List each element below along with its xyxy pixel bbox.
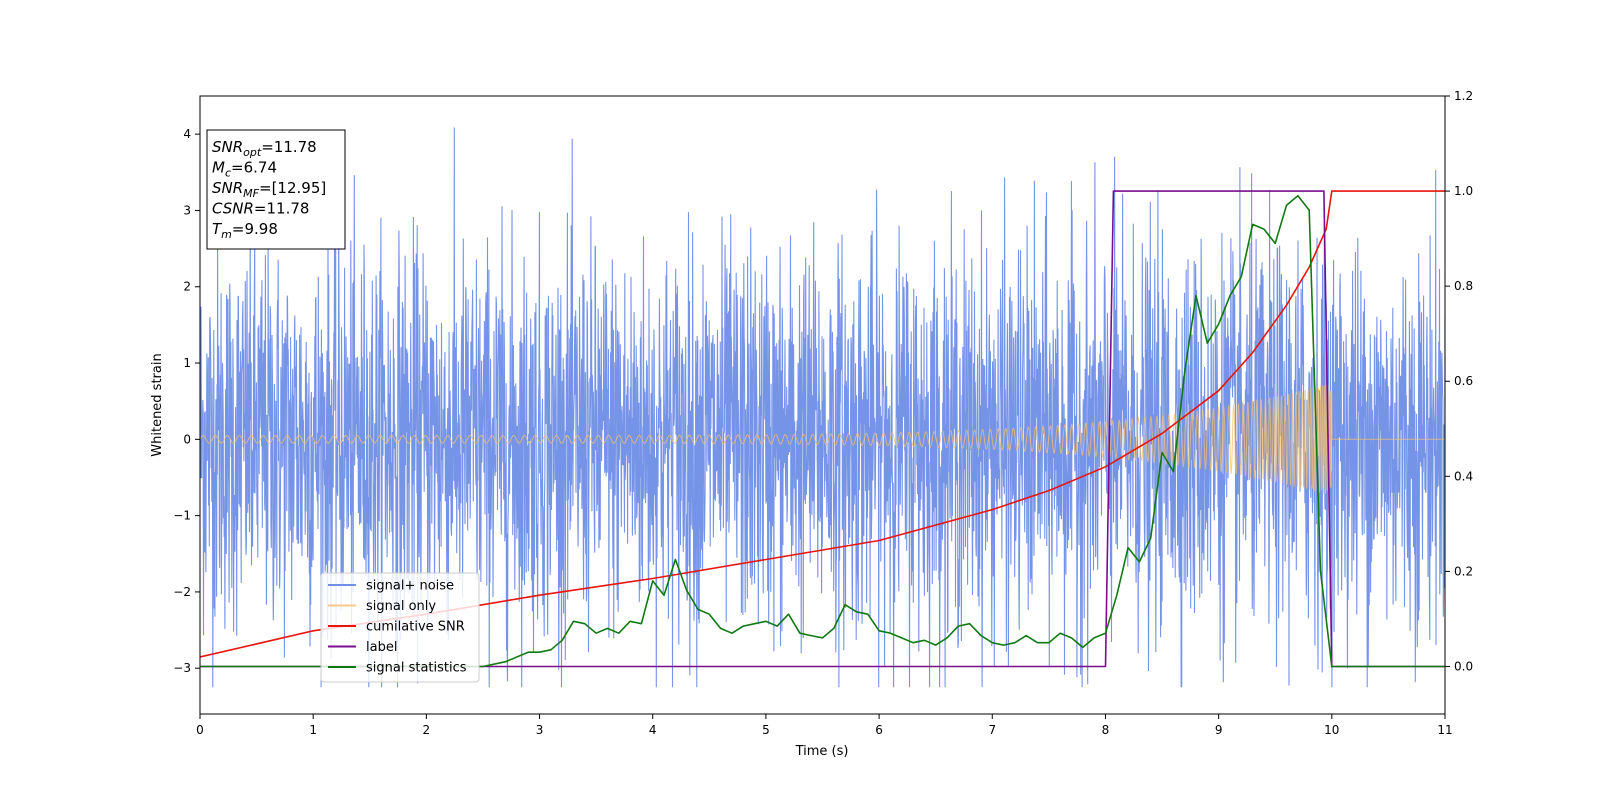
y2-tick-label: 1.0 [1454,184,1473,198]
annotation-line: SNRopt=11.78 [212,138,317,159]
x-tick-label: 3 [536,723,544,737]
x-tick-label: 5 [762,723,770,737]
y-tick-label: −1 [173,509,191,523]
y2-tick-label: 0.2 [1454,564,1473,578]
legend-entry-label: signal+ noise [366,579,454,594]
x-tick-label: 2 [423,723,431,737]
x-tick-label: 0 [196,723,204,737]
series-line-signal-only [200,383,1445,495]
plot-area [200,127,1445,688]
y-axis-label: Whitened strain [150,353,165,456]
legend-entry-label: cumilative SNR [366,620,465,635]
annotation-line: Mc=6.74 [212,159,277,180]
x-axis-label: Time (s) [795,744,849,759]
legend-frame [320,572,480,683]
series-line-signal-noise [200,127,1445,688]
y2-tick-label: 0.4 [1454,469,1473,483]
x-tick-label: 4 [649,723,657,737]
x-tick-label: 9 [1215,723,1223,737]
x-tick-label: 11 [1437,723,1452,737]
y-tick-label: 2 [183,280,191,294]
legend-entry-label: signal only [366,599,436,614]
series-line-cumilative-snr [200,190,1445,658]
y-tick-label: −2 [173,585,191,599]
annotation-line: Tm=9.98 [212,220,278,241]
x-tick-label: 8 [1102,723,1110,737]
x-tick-label: 1 [309,723,317,737]
y2-tick-label: 0.0 [1454,659,1473,673]
axes-frame [199,95,1446,715]
y2-tick-label: 1.2 [1454,89,1473,103]
series-line-signal-statistics [200,195,1445,668]
y2-tick-label: 0.6 [1454,374,1473,388]
y-tick-label: 1 [183,356,191,370]
x-tick-label: 6 [875,723,883,737]
y-axis-left: −3 −2 −1 0 1 2 3 4 [173,127,200,675]
legend: signal+ noise signal only cumilative SNR la… [320,572,480,683]
legend-entry-label: label [366,640,397,655]
legend-entry-label: signal statistics [366,661,467,676]
y2-tick-label: 0.8 [1454,279,1473,293]
y-axis-right: 0.0 0.2 0.4 0.6 0.8 1.0 1.2 [1445,89,1473,673]
y-tick-label: 0 [183,432,191,446]
x-axis: 0 1 2 3 4 5 6 7 8 9 10 11 [196,714,1453,737]
y-tick-label: −3 [173,661,191,675]
annotation-line: SNRMF=[12.95] [212,179,326,200]
x-tick-label: 10 [1324,723,1339,737]
y-tick-label: 4 [183,127,191,141]
x-tick-label: 7 [988,723,996,737]
annotation-box: SNRopt=11.78Mc=6.74SNRMF=[12.95]CSNR=11.… [206,129,346,250]
annotation-line: CSNR=11.78 [212,200,309,218]
annotation-box-frame [206,129,346,250]
y-tick-label: 3 [183,203,191,217]
